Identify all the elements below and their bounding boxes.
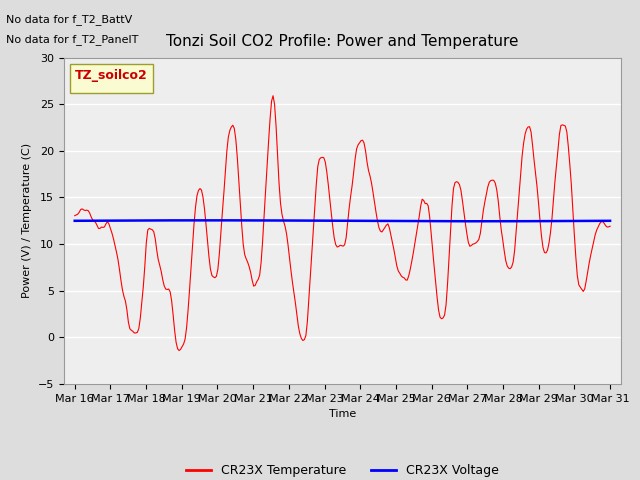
Legend: CR23X Temperature, CR23X Voltage: CR23X Temperature, CR23X Voltage — [181, 459, 504, 480]
X-axis label: Time: Time — [329, 409, 356, 419]
Title: Tonzi Soil CO2 Profile: Power and Temperature: Tonzi Soil CO2 Profile: Power and Temper… — [166, 35, 518, 49]
Text: No data for f_T2_BattV: No data for f_T2_BattV — [6, 14, 132, 25]
Text: No data for f_T2_PanelT: No data for f_T2_PanelT — [6, 34, 139, 45]
Y-axis label: Power (V) / Temperature (C): Power (V) / Temperature (C) — [22, 143, 33, 299]
